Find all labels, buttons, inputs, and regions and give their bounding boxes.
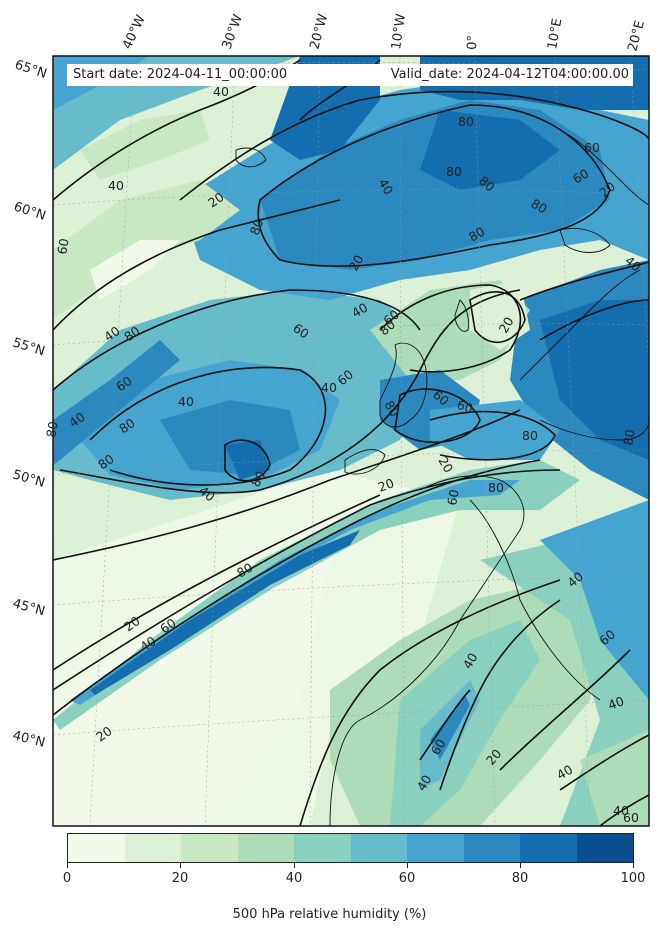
latitude-label: 50°N [11,467,47,490]
contour-label: 40 [66,409,88,430]
contour-label: 80 [121,323,143,344]
contour-label: 40 [613,803,629,818]
contour-label: 40 [213,84,229,99]
colorbar-tickmark [67,863,68,868]
start-date: Start date: 2024-04-11_00:00:00 [73,67,288,82]
contour-label: 60 [290,320,312,341]
colorbar-segment [576,834,633,862]
contour-label: 60 [157,615,179,636]
colorbar-segment [237,834,294,862]
contour-label: 40 [554,762,575,783]
contour-label: 40 [321,380,337,395]
contour-label: 80 [522,428,538,443]
contour-label: 80 [458,114,474,129]
colorbar-tick-label: 60 [398,871,416,886]
contour-label: 80 [43,420,61,438]
colorbar-segment [68,834,125,862]
contour-label: 80 [95,451,117,472]
contour-label: 40 [178,394,194,409]
contour-label: 60 [455,397,475,417]
colorbar-segment [520,834,577,862]
colorbar-tick-label: 0 [62,871,72,886]
contour-label: 20 [93,723,115,744]
contour-label: 60 [570,166,591,187]
colorbar-tick-label: 40 [285,871,303,886]
longitude-labels: 40°W 30°W 20°W 10°W 0° 10°E 20°E [120,12,648,53]
contour-label: 80 [466,224,487,245]
colorbar-tick-label: 100 [620,871,646,886]
contour-label: 80 [247,217,267,237]
latitude-label: 60°N [12,200,48,224]
contour-label: 60 [444,488,462,506]
longitude-label: 40°W [120,13,149,52]
contour-label: 40 [414,772,435,793]
coastlines [235,129,649,826]
contour-label: 80 [381,398,402,419]
contour-label: 40 [460,650,481,671]
contour-label: 20 [496,314,517,335]
contour-label: 40 [375,176,396,197]
longitude-label: 20°W [307,12,331,51]
colorbar [67,833,634,863]
contour-label: 60 [623,810,639,825]
colorbar-tickmark [520,863,521,868]
valid-date: Valid_date: 2024-04-12T04:00:00.00 [390,67,629,82]
contour-label: 60 [54,237,72,255]
colorbar-tickmark [180,863,181,868]
contour-label: 60 [428,736,449,757]
colorbar-segment [294,834,351,862]
longitude-label: 0° [465,35,481,50]
contour-label: 20 [435,454,456,475]
contour-label: 40 [349,300,370,321]
contour-label: 40 [606,693,626,713]
contour-label: 80 [248,468,269,489]
longitude-label: 10°E [545,17,565,50]
map-frame [52,55,650,827]
contour-label: 20 [205,189,227,210]
contour-label: 20 [121,613,143,634]
contour-label: 40 [137,633,159,654]
contour-label: 80 [529,196,550,217]
contour-label: 20 [346,252,367,273]
colorbar-segment [350,834,407,862]
colorbar-segment [407,834,464,862]
contour-label: 80 [446,164,462,179]
contour-label: 80 [116,415,138,436]
humidity-field [53,56,649,826]
colorbar-tick-label: 20 [171,871,189,886]
latitude-label: 55°N [11,335,47,359]
colorbar-tickmark [633,863,634,868]
colorbar-tickmark [294,863,295,868]
colorbar-segment [181,834,238,862]
contour-label: 40 [101,323,123,344]
longitude-label: 30°W [220,12,246,51]
longitude-label: 10°W [389,13,409,51]
colorbar-segment [124,834,181,862]
contour-label: 80 [234,560,255,581]
humidity-contours [53,59,649,826]
contour-label: 80 [488,480,504,495]
contour-label: 80 [620,428,638,446]
latitude-label: 45°N [11,596,47,619]
graticule [53,56,649,826]
latitude-labels: 65°N 60°N 55°N 50°N 45°N 40°N [11,58,49,751]
date-header: Start date: 2024-04-11_00:00:00 Valid_da… [67,64,633,86]
latitude-label: 65°N [13,58,49,82]
contour-label: 60 [113,373,135,394]
colorbar-tickmark [407,863,408,868]
contour-label: 20 [376,475,396,495]
colorbar-segment [463,834,520,862]
contour-label: 40 [108,178,124,193]
longitude-label: 20°E [625,19,648,53]
colorbar-title: 500 hPa relative humidity (%) [232,907,427,922]
colorbar-tick-label: 80 [511,871,529,886]
contour-label: 60 [584,140,600,155]
latitude-label: 40°N [11,728,46,750]
